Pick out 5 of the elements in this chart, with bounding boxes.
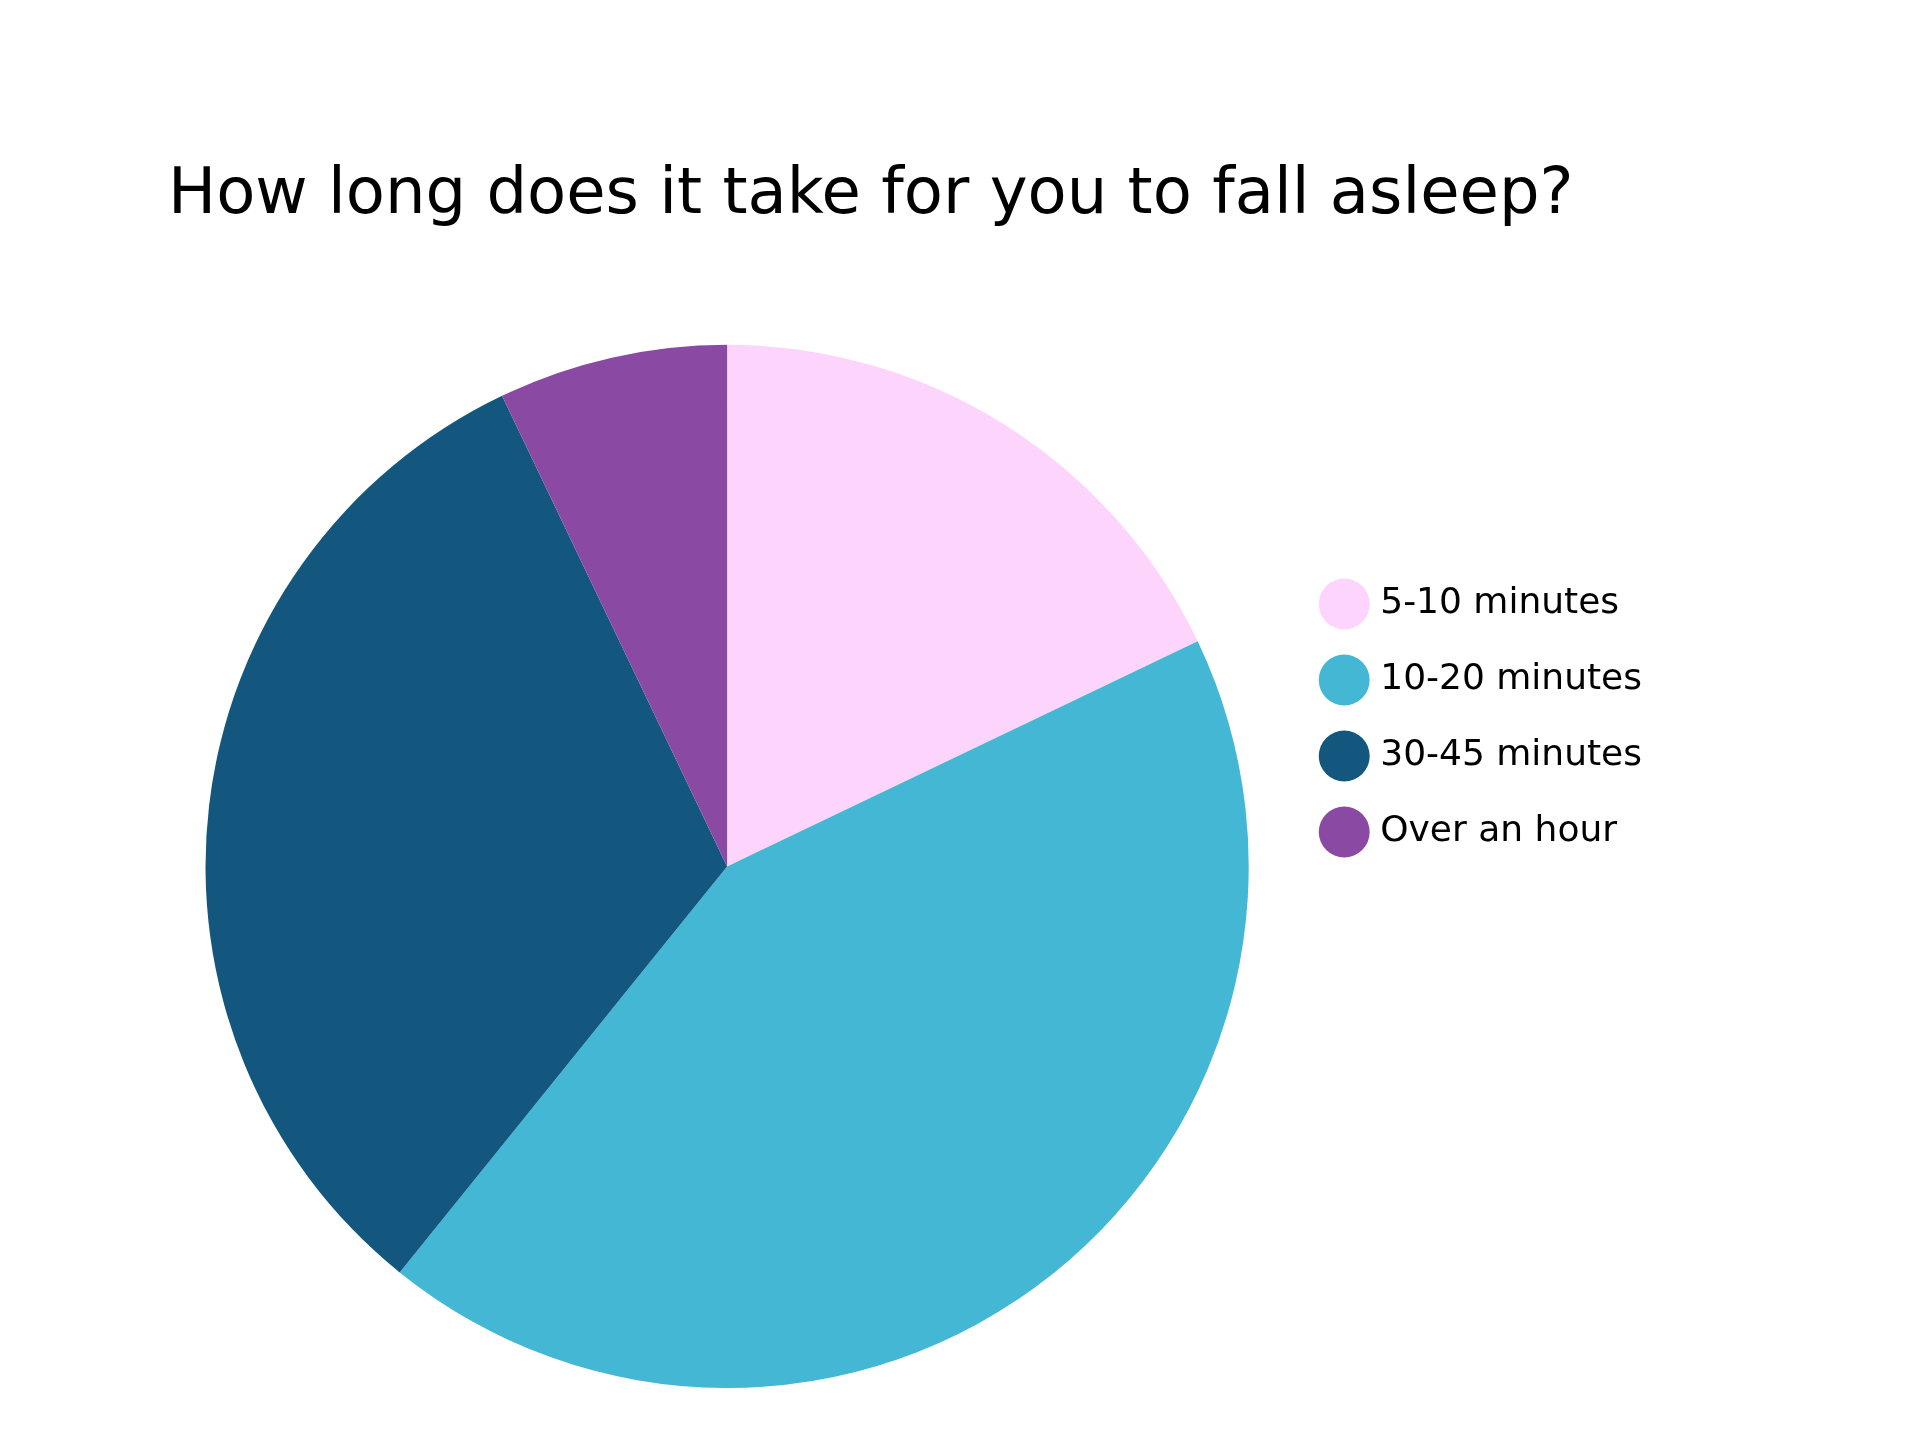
legend-label: 30-45 minutes xyxy=(1380,732,1643,774)
legend-label: Over an hour xyxy=(1380,808,1618,850)
legend-label: 5-10 minutes xyxy=(1380,580,1620,622)
chart-title: How long does it take for you to fall asleep? xyxy=(168,154,1574,229)
legend-label: 10-20 minutes xyxy=(1380,656,1643,698)
